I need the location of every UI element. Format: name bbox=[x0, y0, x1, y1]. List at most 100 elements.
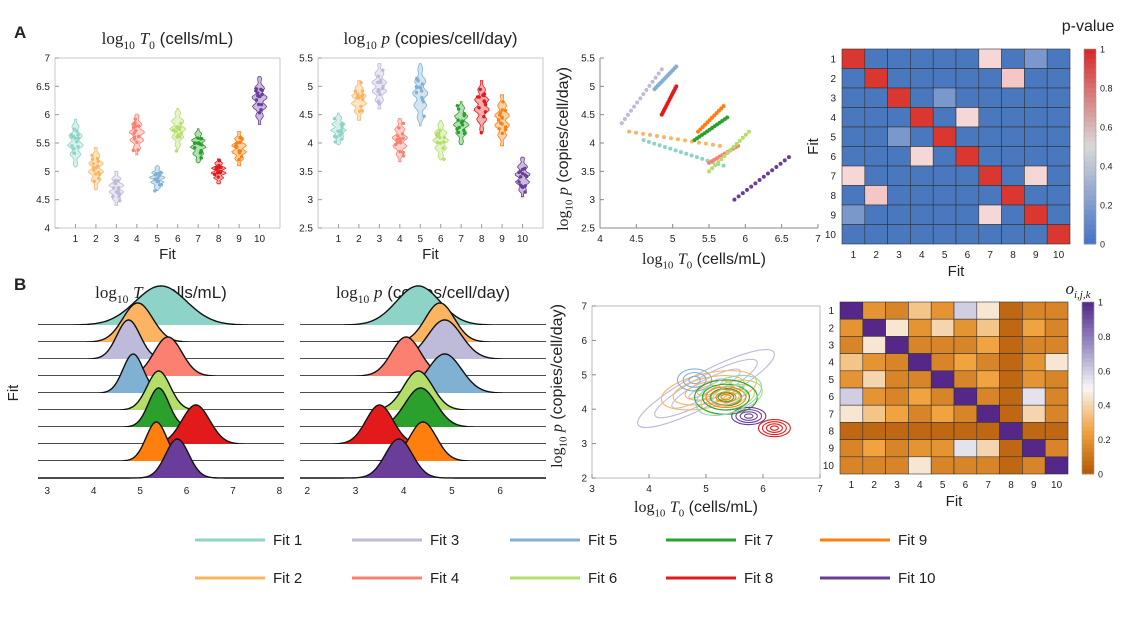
violin-point bbox=[196, 136, 200, 140]
heatmap-cell bbox=[1046, 126, 1071, 147]
x-axis-label: Fit bbox=[422, 246, 439, 263]
violin-point bbox=[254, 98, 259, 102]
violin-point bbox=[176, 126, 181, 130]
violin-point bbox=[217, 158, 222, 163]
x-tick-label: 5 bbox=[417, 234, 423, 245]
heatmap-cell bbox=[1001, 126, 1025, 147]
heatmap-cell bbox=[864, 204, 888, 225]
colorbar-title: p-value bbox=[1062, 18, 1115, 35]
y-tick-label: 5 bbox=[589, 82, 595, 93]
scatter-point bbox=[627, 129, 632, 134]
scatter-point bbox=[673, 148, 678, 153]
heatmap-cell bbox=[910, 48, 934, 69]
colorbar-segment bbox=[1084, 58, 1096, 65]
heatmap-cell bbox=[930, 301, 955, 320]
scatter-point bbox=[656, 71, 661, 76]
violin-point bbox=[239, 155, 244, 159]
colorbar-segment bbox=[1084, 229, 1096, 235]
heatmap-cell bbox=[978, 48, 1002, 69]
ridge-fill bbox=[112, 336, 224, 376]
contour-ring bbox=[735, 409, 763, 424]
ridge-curve bbox=[299, 285, 546, 326]
heatmap-cell bbox=[1046, 48, 1071, 69]
scatter-point bbox=[635, 100, 640, 105]
heatmap-cell bbox=[999, 422, 1023, 440]
colorbar-segment bbox=[1082, 443, 1094, 449]
heatmap-cell bbox=[1022, 456, 1046, 475]
heatmap-cell bbox=[999, 439, 1023, 458]
violin-point bbox=[116, 179, 120, 183]
legend-label: Fit 5 bbox=[588, 532, 617, 549]
heatmap-cell bbox=[955, 48, 980, 69]
scatter-point bbox=[682, 138, 687, 143]
x-tick-label: 4.5 bbox=[629, 234, 643, 245]
colorbar-segment bbox=[1082, 383, 1094, 389]
scatter-point bbox=[703, 141, 708, 146]
violin-point bbox=[113, 181, 117, 185]
heatmap-cell bbox=[955, 87, 980, 108]
col-label: 1 bbox=[851, 250, 857, 261]
scatter-point bbox=[622, 117, 627, 122]
ridge-fill bbox=[331, 285, 505, 325]
scatter-point bbox=[774, 164, 779, 169]
violin-point bbox=[518, 183, 523, 187]
violin-point bbox=[97, 172, 102, 177]
heatmap-cell bbox=[862, 336, 886, 354]
colorbar-segment bbox=[1084, 156, 1096, 162]
violin-point bbox=[116, 187, 121, 192]
colorbar-segment bbox=[1082, 431, 1094, 436]
violin-point bbox=[478, 87, 482, 92]
heatmap-cell bbox=[1001, 185, 1025, 206]
contour-ring bbox=[765, 423, 783, 433]
heatmap-cell bbox=[978, 87, 1002, 108]
x-tick-label: 1 bbox=[336, 234, 342, 245]
violin-point bbox=[437, 132, 441, 137]
scatter-point bbox=[745, 187, 750, 192]
chart-a4-pvalue-heatmap: 1 1 2 2 3 3 4 4 5 5 6 6 7 7 8 8 9 9 10 10 Fit Fit 0 0.2 0.4 0.6 0.… bbox=[805, 18, 1114, 280]
heatmap-cell bbox=[1044, 456, 1069, 475]
violin-point bbox=[355, 95, 359, 100]
x-tick-label: 6 bbox=[438, 234, 444, 245]
violin-point bbox=[517, 180, 521, 184]
heatmap-cell bbox=[932, 126, 957, 147]
heatmap-cell bbox=[864, 126, 888, 147]
violin-point bbox=[200, 143, 204, 147]
heatmap-cell bbox=[864, 185, 888, 206]
violin-point bbox=[133, 121, 137, 125]
colorbar-segment bbox=[1082, 379, 1094, 385]
violin-body bbox=[432, 119, 450, 161]
violin-point bbox=[76, 136, 81, 141]
heatmap-cell bbox=[953, 456, 978, 475]
colorbar-segment bbox=[1082, 302, 1094, 307]
violin-point bbox=[442, 135, 447, 140]
x-axis-label: Fit bbox=[946, 493, 963, 510]
scatter-point bbox=[653, 75, 658, 80]
violin-point bbox=[496, 118, 501, 122]
heatmap-cell bbox=[1044, 301, 1069, 320]
heatmap-cell bbox=[1046, 146, 1071, 167]
violin-point bbox=[378, 78, 383, 82]
colorbar-segment bbox=[1082, 366, 1094, 372]
panel-label-a: A bbox=[14, 23, 26, 42]
heatmap-cell bbox=[1022, 336, 1046, 354]
violin-point bbox=[234, 145, 239, 149]
x-tick-label: 6 bbox=[184, 486, 190, 497]
scatter-point bbox=[650, 79, 655, 84]
heatmap-cell bbox=[1022, 370, 1046, 389]
scatter-point bbox=[731, 144, 736, 149]
scatter-point bbox=[641, 138, 646, 143]
y-tick-label: 4.5 bbox=[581, 110, 595, 121]
violin-point bbox=[131, 148, 136, 153]
violin-point bbox=[398, 149, 402, 154]
colorbar-segment bbox=[1084, 170, 1096, 177]
colorbar-segment bbox=[1082, 409, 1094, 415]
violin-point bbox=[260, 88, 265, 93]
colorbar-segment bbox=[1084, 117, 1096, 123]
heatmap-cell bbox=[887, 87, 911, 108]
legend-label: Fit 6 bbox=[588, 570, 617, 587]
heatmap-cell bbox=[1044, 353, 1069, 372]
x-axis-label-part: T bbox=[670, 499, 680, 516]
y-tick-label: 3 bbox=[307, 195, 313, 206]
x-tick-label: 8 bbox=[479, 234, 485, 245]
y-tick-label: 7 bbox=[581, 302, 587, 313]
